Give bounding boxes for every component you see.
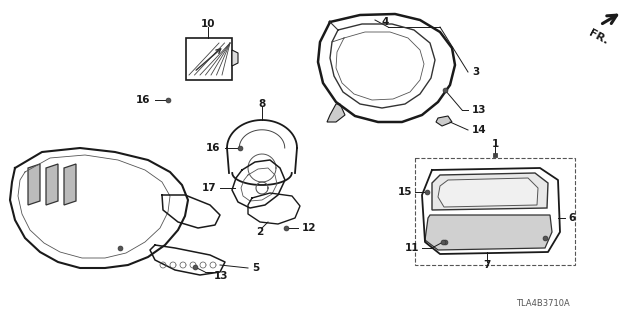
Text: 16: 16	[136, 95, 150, 105]
Text: 12: 12	[302, 223, 317, 233]
Text: FR.: FR.	[587, 28, 609, 46]
Text: 2: 2	[257, 227, 264, 237]
Text: 1: 1	[492, 139, 499, 149]
Text: 4: 4	[381, 17, 388, 27]
Text: 3: 3	[472, 67, 479, 77]
Polygon shape	[425, 215, 552, 250]
Text: 17: 17	[202, 183, 216, 193]
Bar	[415, 158, 575, 265]
Text: 15: 15	[397, 187, 412, 197]
Polygon shape	[432, 173, 548, 210]
Text: 11: 11	[404, 243, 419, 253]
Text: TLA4B3710A: TLA4B3710A	[516, 299, 570, 308]
Text: 5: 5	[252, 263, 259, 273]
Text: 16: 16	[205, 143, 220, 153]
Text: 13: 13	[214, 271, 228, 281]
Text: 7: 7	[483, 260, 491, 270]
Polygon shape	[232, 50, 238, 66]
Polygon shape	[64, 164, 76, 205]
Text: 10: 10	[201, 19, 215, 29]
Polygon shape	[28, 164, 40, 205]
Text: 6: 6	[568, 213, 575, 223]
Polygon shape	[327, 104, 345, 122]
Polygon shape	[438, 178, 538, 207]
Polygon shape	[46, 164, 58, 205]
Text: 8: 8	[259, 99, 266, 109]
Text: 14: 14	[472, 125, 486, 135]
Polygon shape	[436, 116, 452, 126]
Text: 13: 13	[472, 105, 486, 115]
